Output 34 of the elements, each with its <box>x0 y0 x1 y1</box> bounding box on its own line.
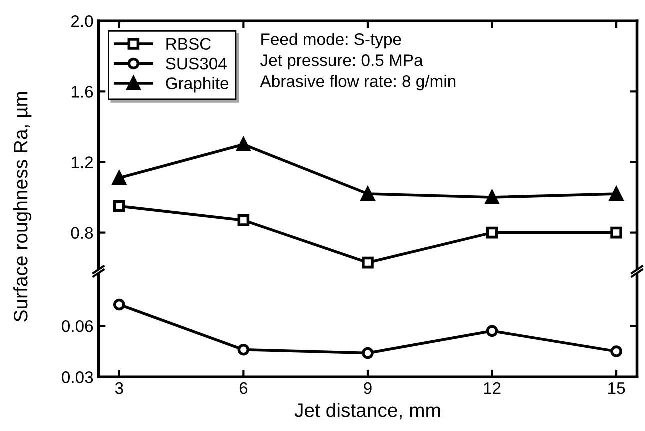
point <box>362 347 374 360</box>
annotation: Feed mode: S-type <box>262 33 402 49</box>
point <box>361 187 375 201</box>
point <box>238 214 250 226</box>
y-tick-label: 1.6 <box>72 86 94 98</box>
x-tick-label: 3 <box>115 382 124 394</box>
legend-label: SUS304 <box>166 58 227 70</box>
x-tick-label: 9 <box>364 382 372 394</box>
y-tick-label: 1.2 <box>72 156 93 168</box>
annotation: Abrasive flow rate: 8 g/min <box>260 75 456 91</box>
x-tick-label: 6 <box>240 382 248 394</box>
legend-label: Graphite <box>166 77 229 93</box>
legend-label: RBSC <box>166 38 212 50</box>
point <box>485 190 500 204</box>
point <box>113 298 126 311</box>
y-tick-label: 2.0 <box>71 16 94 28</box>
point <box>486 226 498 239</box>
y-tick-label: 0.8 <box>71 227 94 240</box>
y-tick-label: 0.06 <box>62 320 94 332</box>
point <box>112 171 126 186</box>
point <box>610 187 624 201</box>
y-tick-label: 0.03 <box>62 372 94 384</box>
point <box>610 346 622 358</box>
x-tick-label: 15 <box>608 382 626 394</box>
point <box>486 325 498 338</box>
point <box>113 200 126 212</box>
point <box>362 256 374 269</box>
point <box>236 138 251 152</box>
x-axis-title: Jet distance, mm <box>294 403 440 420</box>
point <box>610 226 622 239</box>
annotation: Jet pressure: 0.5 MPa <box>260 54 424 70</box>
y-axis-title: Surface roughness Ra, µm <box>14 92 32 322</box>
point <box>238 344 250 356</box>
x-tick-label: 12 <box>484 382 501 394</box>
